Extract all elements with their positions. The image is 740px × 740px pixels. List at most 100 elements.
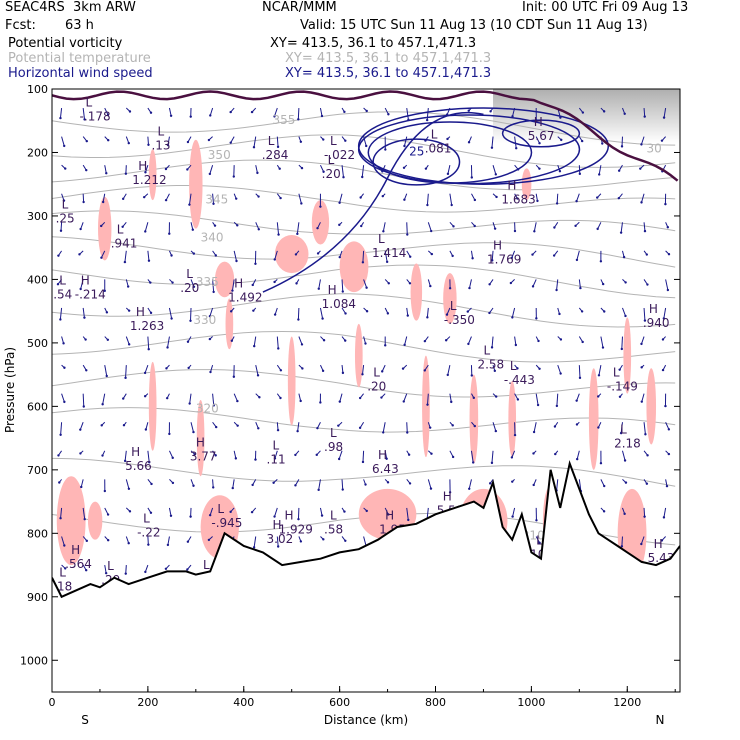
wind-vector [598, 365, 602, 376]
wind-vector [104, 507, 109, 515]
wind-vector [80, 479, 84, 488]
wind-vector [470, 450, 474, 463]
wind-vector-head [513, 229, 517, 233]
wind-vector-head [79, 452, 82, 455]
tropopause-line [52, 90, 679, 182]
wind-vector [341, 165, 344, 178]
wind-vector-head [450, 400, 453, 404]
wind-vector-head [277, 347, 280, 350]
wind-vector [168, 450, 174, 459]
pv-shading [196, 400, 205, 477]
wind-vector-head [426, 316, 429, 319]
wind-vector-head [489, 110, 492, 113]
wind-vector-head [644, 433, 647, 436]
wind-vector [556, 479, 559, 491]
wind-vector [535, 393, 539, 406]
pv-extremum-marker: L [143, 511, 150, 525]
wind-vector [363, 536, 367, 547]
wind-vector-head [192, 430, 195, 434]
wind-vector-head [64, 567, 67, 570]
south-end-label: S [81, 713, 89, 727]
wind-vector [125, 565, 127, 574]
wind-vector-head [558, 170, 562, 173]
wind-vector-head [603, 484, 606, 488]
pv-extremum-marker: H [71, 543, 80, 557]
wind-vector-head [553, 226, 556, 229]
wind-vector-head [645, 482, 649, 485]
wind-vector [104, 165, 107, 174]
wind-vector [511, 307, 516, 318]
wind-vector-head [472, 396, 476, 400]
wind-vector-head [555, 404, 559, 408]
wind-vector-head [660, 539, 664, 542]
wind-vector [341, 479, 344, 490]
wind-vector [189, 393, 192, 404]
wind-vector [61, 136, 65, 147]
wind-vector [578, 479, 582, 492]
wind-vector-head [555, 202, 559, 205]
wind-vector-head [209, 370, 212, 374]
pv-value-label: 1.769 [487, 253, 521, 267]
wind-vector [255, 165, 258, 173]
wind-vector-head [579, 286, 582, 290]
wind-vector-head [386, 481, 390, 484]
wind-vector [209, 165, 214, 175]
wind-vector-head [236, 399, 239, 403]
wind-vector-head [620, 545, 624, 548]
wind-vector [125, 279, 129, 287]
wind-vector-head [429, 284, 432, 288]
wind-vector-head [490, 346, 494, 349]
wind-vector-head [381, 194, 384, 198]
wind-vector-head [511, 480, 514, 483]
init-time: Init: 00 UTC Fri 09 Aug 13 [522, 0, 689, 15]
wind-vector-head [294, 453, 297, 457]
wind-vector-head [597, 395, 600, 398]
pv-extremum-marker: H [136, 305, 145, 319]
pv-value-label: 1.683 [501, 192, 535, 206]
wind-vector [60, 222, 63, 231]
wind-vector [640, 536, 645, 545]
wind-vector [212, 393, 215, 406]
wind-vector [60, 507, 63, 519]
field-name-wind: Horizontal wind speed [8, 66, 153, 81]
wind-vector-head [667, 452, 671, 456]
wind-vector [427, 393, 429, 405]
wind-vector-head [337, 457, 341, 461]
pv-shading [410, 263, 423, 321]
pv-extremum-marker: H [507, 178, 516, 192]
wind-vector-head [662, 317, 666, 320]
wind-vector-head [124, 172, 128, 175]
wind-vector-head [192, 285, 196, 288]
wind-vector-head [596, 227, 599, 231]
wind-vector [665, 279, 669, 291]
wind-vector-head [407, 118, 410, 121]
pv-value-label: 1.929 [279, 522, 313, 536]
wind-vector-head [192, 252, 196, 255]
wind-vector-head [359, 196, 362, 199]
x-tick-label: 200 [137, 696, 158, 709]
wind-vector-head [581, 340, 584, 344]
wind-vector [231, 279, 235, 291]
wind-vector-head [426, 403, 429, 406]
wind-vector-head [127, 309, 131, 312]
wind-vector-head [538, 167, 541, 170]
pv-extremum-marker: L [203, 558, 210, 572]
pv-extremum-marker: L [620, 423, 627, 437]
wind-vector-head [189, 115, 192, 118]
wind-vector [641, 336, 645, 345]
wind-vector-head [165, 367, 168, 370]
pv-extremum-marker: H [81, 273, 90, 287]
wind-vector [406, 107, 409, 120]
wind-vector-head [424, 167, 428, 170]
wind-vector-head [101, 454, 104, 457]
wind-vector-head [57, 454, 60, 457]
pv-extremum-marker: L [62, 197, 69, 211]
wind-vector [209, 307, 214, 317]
wind-vector-head [82, 200, 85, 204]
wind-vector-head [235, 259, 238, 263]
wind-vector-head [321, 369, 325, 373]
wind-vector-head [535, 519, 538, 522]
wind-vector-head [256, 171, 259, 175]
wind-vector [514, 136, 517, 149]
wind-vector [447, 165, 451, 174]
